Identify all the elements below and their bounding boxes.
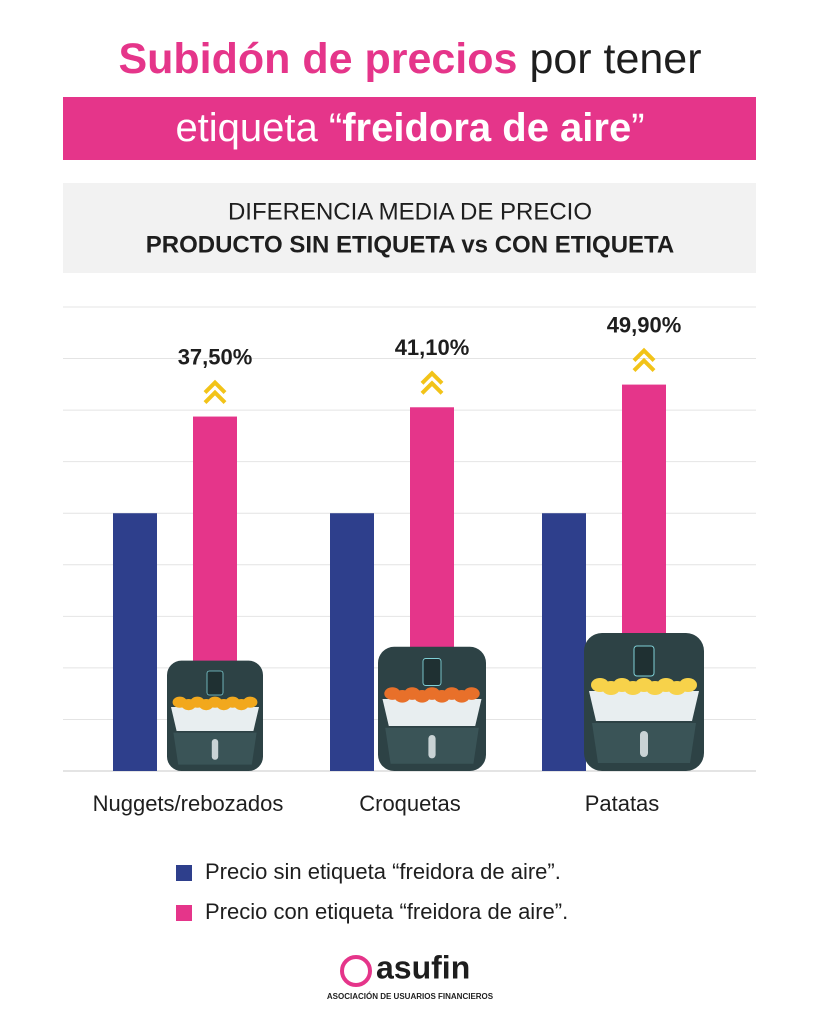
title-box <box>63 97 756 160</box>
title-part: freidora de aire <box>342 106 631 150</box>
data-label: 41,10% <box>395 335 470 360</box>
title-line-2: etiqueta “freidora de aire” <box>175 106 644 150</box>
title-line-1: Subidón de precios por tener <box>118 35 701 83</box>
increase-arrow <box>203 379 227 404</box>
title-part: Subidón de precios <box>118 35 517 83</box>
data-label: 49,90% <box>607 312 682 337</box>
logo-name: asufin <box>376 949 470 985</box>
fryer-basket <box>171 707 259 731</box>
legend-swatch <box>176 905 192 921</box>
title-part: ” <box>631 106 644 150</box>
bar <box>330 513 374 771</box>
data-label: 37,50% <box>178 344 253 369</box>
air-fryer-illustration <box>584 633 704 771</box>
subtitle: DIFERENCIA MEDIA DE PRECIO <box>228 198 592 225</box>
bar <box>113 513 157 771</box>
increase-arrow <box>632 347 656 373</box>
subtitle-box <box>63 183 756 273</box>
fryer-panel <box>206 670 224 696</box>
fryer-handle <box>211 739 219 760</box>
x-tick-label: Patatas <box>585 791 660 816</box>
logo-icon <box>340 955 372 987</box>
legend-swatch <box>176 865 192 881</box>
fryer-handle <box>640 731 648 757</box>
logo-tagline: ASOCIACIÓN DE USUARIOS FINANCIEROS <box>327 992 494 1001</box>
fryer-food <box>243 696 258 708</box>
air-fryer-illustration <box>167 660 263 771</box>
bar <box>542 513 586 771</box>
fryer-basket <box>589 691 699 721</box>
title-part: etiqueta “ <box>175 106 342 150</box>
x-tick-label: Croquetas <box>359 791 461 816</box>
fryer-panel <box>633 645 655 677</box>
legend-label: Precio sin etiqueta “freidora de aire”. <box>205 859 561 884</box>
air-fryer-illustration <box>378 646 486 771</box>
logo: asufin ASOCIACIÓN DE USUARIOS FINANCIERO… <box>327 949 494 1001</box>
increase-arrow <box>420 370 444 395</box>
legend-label: Precio con etiqueta “freidora de aire”. <box>205 899 568 924</box>
subtitle: PRODUCTO SIN ETIQUETA vs CON ETIQUETA <box>146 231 675 258</box>
x-tick-label: Nuggets/rebozados <box>93 791 284 816</box>
fryer-food <box>679 678 697 692</box>
title-part: por tener <box>529 35 701 83</box>
fryer-panel <box>422 658 442 686</box>
fryer-basket <box>382 699 482 726</box>
fryer-food <box>463 687 480 700</box>
fryer-handle <box>428 735 436 759</box>
